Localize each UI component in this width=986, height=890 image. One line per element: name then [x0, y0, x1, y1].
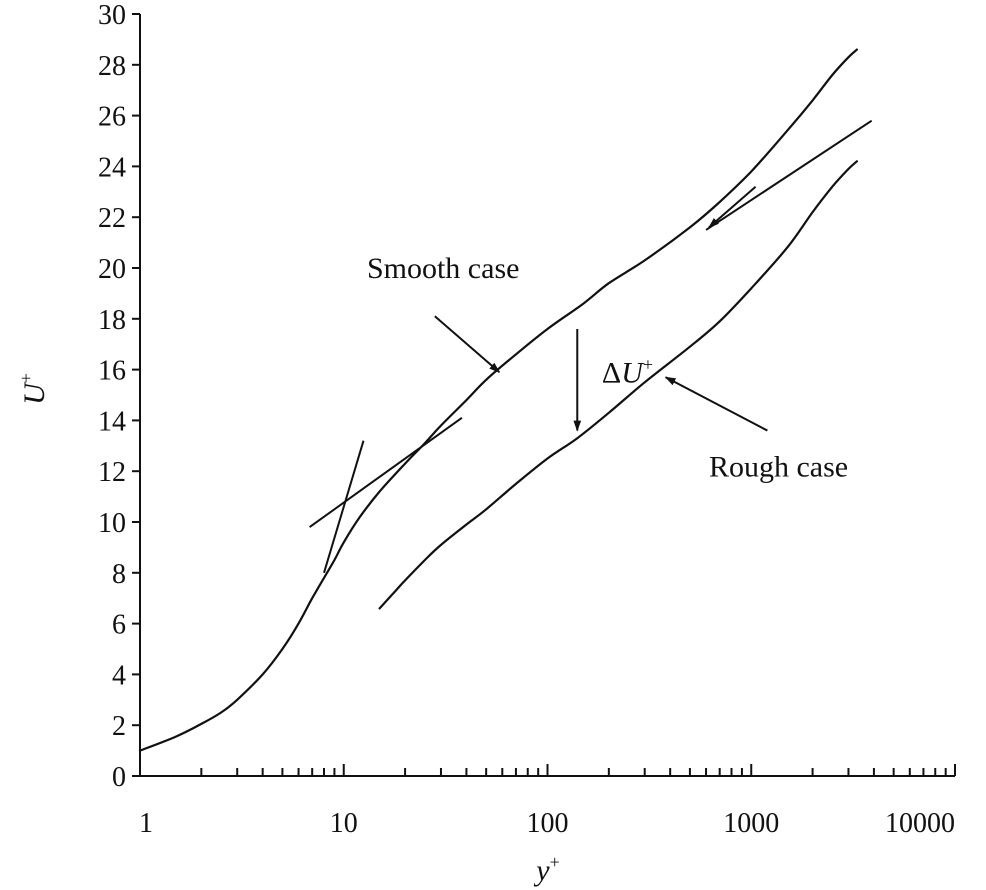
- y-tick-label: 2: [112, 711, 126, 742]
- rough-case-curve: [378, 160, 858, 610]
- y-tick-label: 14: [98, 406, 126, 437]
- y-tick-label: 30: [98, 0, 126, 31]
- annotation-label: Smooth case: [367, 252, 519, 285]
- y-tick-label: 6: [112, 610, 126, 641]
- reference-line-2: [705, 119, 873, 231]
- reference-lines: [309, 119, 873, 574]
- y-tick-label: 28: [98, 51, 126, 82]
- y-axis-label: U+: [16, 373, 51, 405]
- y-tick-label: 20: [98, 254, 126, 285]
- annotations: Smooth case Rough case ΔU+: [367, 185, 848, 483]
- tick-marks: [132, 13, 956, 777]
- y-tick-label: 10: [98, 508, 126, 539]
- x-tick-label: 100: [527, 808, 569, 839]
- y-tick-label: 12: [98, 457, 126, 488]
- axes: [139, 14, 955, 777]
- annotation-label: ΔU+: [602, 354, 653, 389]
- data-series: [138, 48, 858, 752]
- y-tick-label: 8: [112, 559, 126, 590]
- smooth-case-curve: [138, 48, 858, 752]
- x-tick-label: 10000: [885, 808, 955, 839]
- x-tick-label: 10: [330, 808, 358, 839]
- y-tick-label: 26: [98, 102, 126, 133]
- x-tick-label: 1000: [723, 808, 779, 839]
- reference-line-1: [309, 417, 463, 528]
- annotation-arrow: [664, 376, 768, 432]
- y-tick-label: 24: [98, 152, 126, 183]
- y-tick-label: 22: [98, 203, 126, 234]
- annotation-arrow: [434, 315, 501, 373]
- annotation-arrow: [708, 185, 757, 229]
- y-tick-label: 0: [112, 762, 126, 793]
- x-tick-label: 1: [139, 808, 153, 839]
- reference-line-3: [323, 440, 365, 574]
- y-tick-label: 18: [98, 305, 126, 336]
- annotation-label: Rough case: [709, 450, 848, 483]
- y-tick-label: 16: [98, 356, 126, 387]
- x-axis-label: y+: [533, 852, 559, 887]
- y-tick-label: 4: [112, 660, 126, 691]
